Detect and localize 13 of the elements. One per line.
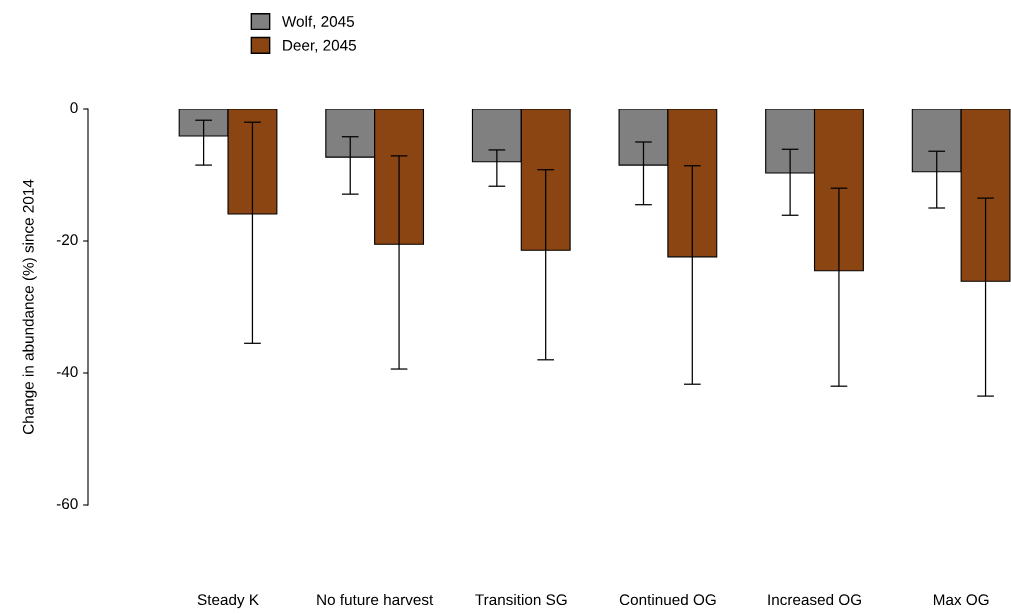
y-tick-label: -20: [56, 234, 78, 246]
x-tick-label: Transition SG: [475, 593, 567, 606]
y-tick-label: -40: [56, 366, 78, 378]
legend-label: Wolf, 2045: [281, 15, 355, 29]
y-tick-label: -60: [56, 498, 78, 510]
x-tick-label: Increased OG: [768, 593, 861, 606]
x-tick-label: Max OG: [933, 594, 989, 606]
x-tick-label: Steady K: [197, 593, 259, 609]
y-tick-label: 0: [70, 102, 78, 114]
y-axis-title: Change in abundance (%) since 2014: [22, 179, 37, 435]
x-tick-label: No future harvest: [317, 593, 434, 606]
x-tick-label: Continued OG: [619, 593, 716, 606]
legend-label: Deer, 2045: [283, 39, 356, 53]
